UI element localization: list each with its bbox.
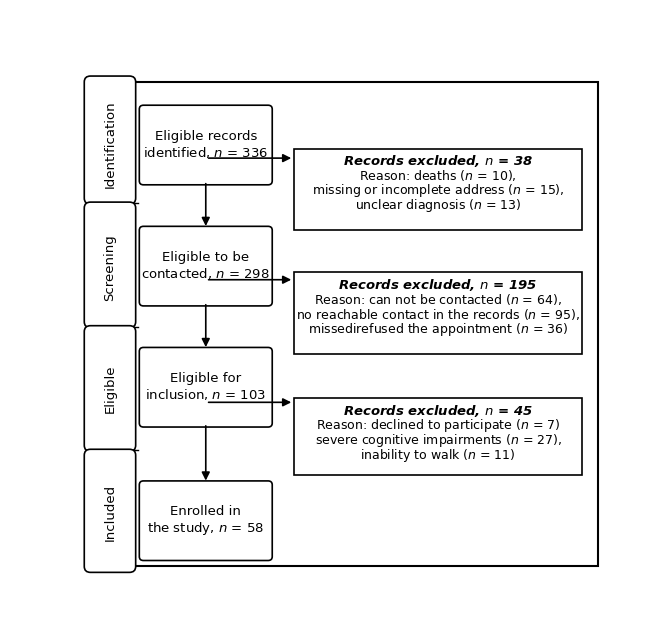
Text: severe cognitive impairments ($n$ = 27),: severe cognitive impairments ($n$ = 27),	[314, 432, 561, 449]
Text: Eligible records
identified, $n$ = 336: Eligible records identified, $n$ = 336	[143, 130, 269, 160]
Text: inability to walk ($n$ = 11): inability to walk ($n$ = 11)	[360, 447, 516, 464]
Text: Eligible: Eligible	[103, 364, 117, 413]
Bar	[294, 398, 582, 475]
Bar	[294, 272, 582, 354]
FancyBboxPatch shape	[84, 202, 135, 327]
Bar	[294, 149, 582, 230]
FancyBboxPatch shape	[139, 481, 272, 560]
Text: Records excluded, $n$ = 45: Records excluded, $n$ = 45	[343, 403, 533, 419]
Text: Reason: declined to participate ($n$ = 7): Reason: declined to participate ($n$ = 7…	[316, 417, 560, 434]
Text: Eligible to be
contacted, $n$ = 298: Eligible to be contacted, $n$ = 298	[141, 251, 270, 281]
Text: missedirefused the appointment ($n$ = 36): missedirefused the appointment ($n$ = 36…	[308, 320, 568, 338]
Text: unclear diagnosis ($n$ = 13): unclear diagnosis ($n$ = 13)	[355, 197, 521, 214]
FancyBboxPatch shape	[84, 325, 135, 451]
FancyBboxPatch shape	[84, 76, 135, 204]
FancyBboxPatch shape	[84, 449, 135, 573]
FancyBboxPatch shape	[139, 105, 272, 185]
Text: Reason: can not be contacted ($n$ = 64),: Reason: can not be contacted ($n$ = 64),	[314, 292, 562, 307]
Text: Records excluded, $n$ = 38: Records excluded, $n$ = 38	[343, 153, 533, 169]
FancyBboxPatch shape	[139, 347, 272, 427]
Text: Eligible for
inclusion, $n$ = 103: Eligible for inclusion, $n$ = 103	[145, 372, 267, 403]
Text: Records excluded, $n$ = 195: Records excluded, $n$ = 195	[338, 277, 538, 293]
Text: no reachable contact in the records ($n$ = 95),: no reachable contact in the records ($n$…	[296, 307, 580, 322]
Text: Screening: Screening	[103, 234, 117, 300]
FancyBboxPatch shape	[139, 227, 272, 306]
Text: missing or incomplete address ($n$ = 15),: missing or incomplete address ($n$ = 15)…	[312, 182, 564, 199]
Text: Enrolled in
the study, $n$ = 58: Enrolled in the study, $n$ = 58	[147, 505, 264, 537]
Text: Identification: Identification	[103, 100, 117, 187]
Text: Reason: deaths ($n$ = 10),: Reason: deaths ($n$ = 10),	[359, 168, 517, 184]
Text: Included: Included	[103, 483, 117, 541]
